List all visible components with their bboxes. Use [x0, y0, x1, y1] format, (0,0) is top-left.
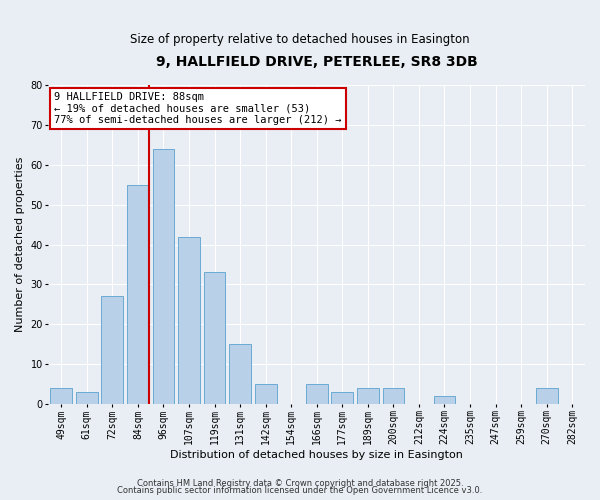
Bar: [101, 296, 123, 404]
Bar: [76, 392, 98, 404]
Bar: [331, 392, 353, 404]
Bar: [152, 149, 175, 404]
Text: Contains public sector information licensed under the Open Government Licence v3: Contains public sector information licen…: [118, 486, 482, 495]
Text: Size of property relative to detached houses in Easington: Size of property relative to detached ho…: [130, 32, 470, 46]
Bar: [203, 272, 226, 404]
Bar: [178, 236, 200, 404]
X-axis label: Distribution of detached houses by size in Easington: Distribution of detached houses by size …: [170, 450, 463, 460]
Text: Contains HM Land Registry data © Crown copyright and database right 2025.: Contains HM Land Registry data © Crown c…: [137, 478, 463, 488]
Text: 9 HALLFIELD DRIVE: 88sqm
← 19% of detached houses are smaller (53)
77% of semi-d: 9 HALLFIELD DRIVE: 88sqm ← 19% of detach…: [54, 92, 341, 125]
Bar: [357, 388, 379, 404]
Bar: [255, 384, 277, 404]
Title: 9, HALLFIELD DRIVE, PETERLEE, SR8 3DB: 9, HALLFIELD DRIVE, PETERLEE, SR8 3DB: [156, 55, 478, 69]
Bar: [434, 396, 455, 404]
Bar: [306, 384, 328, 404]
Y-axis label: Number of detached properties: Number of detached properties: [15, 157, 25, 332]
Bar: [127, 185, 149, 404]
Bar: [383, 388, 404, 404]
Bar: [536, 388, 557, 404]
Bar: [229, 344, 251, 404]
Bar: [50, 388, 72, 404]
